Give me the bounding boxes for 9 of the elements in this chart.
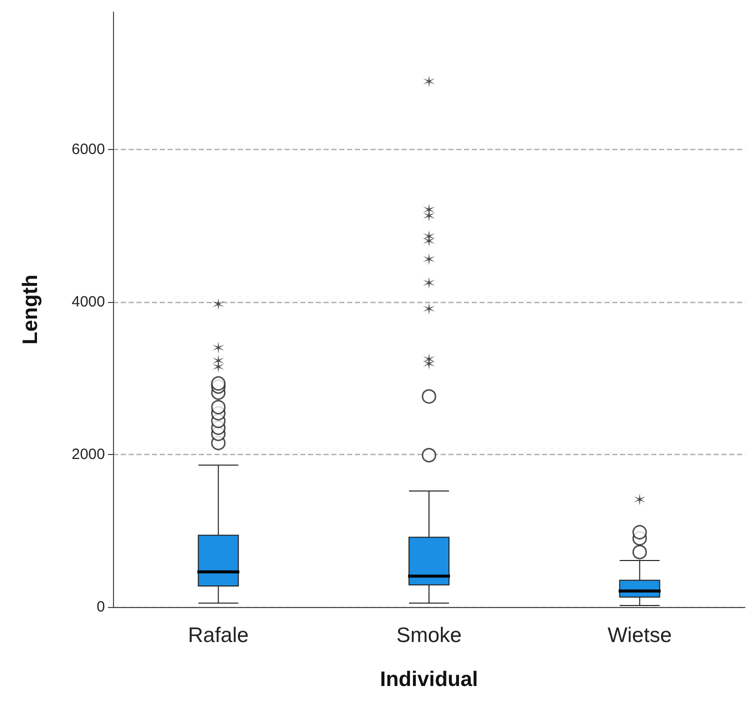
x-tick-label: Rafale <box>188 624 249 647</box>
y-axis-title: Length <box>19 274 42 344</box>
y-tick-label: 6000 <box>72 140 105 158</box>
x-tick-label: Smoke <box>396 624 462 647</box>
x-tick-label: Wietse <box>608 624 672 647</box>
y-tick-label: 0 <box>96 598 105 616</box>
y-tick-label: 4000 <box>72 293 105 310</box>
x-axis-title: Individual <box>380 668 478 691</box>
y-tick-label: 2000 <box>72 446 105 463</box>
